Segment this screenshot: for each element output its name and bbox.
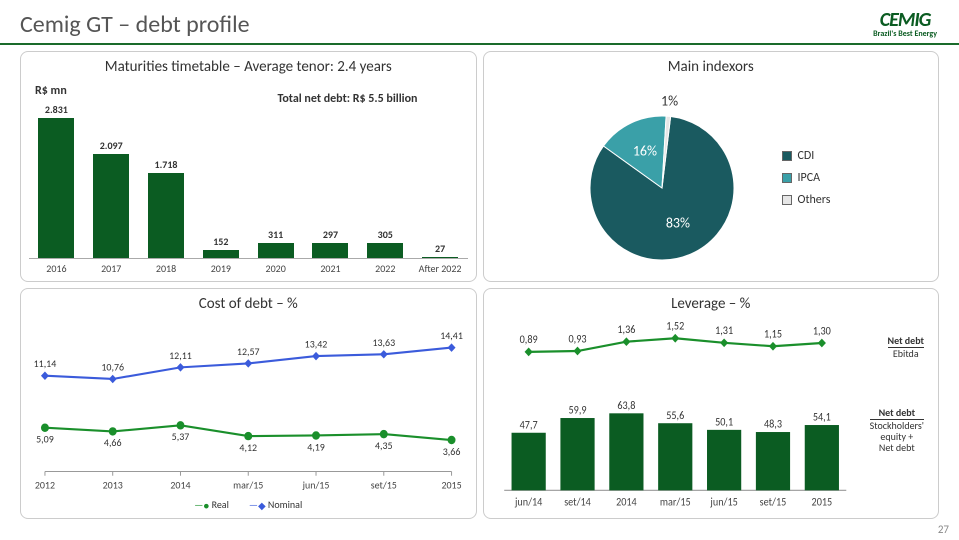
legend-item: IPCA [782,171,831,185]
leverage-ratio-top: Net debt Ebitda [888,335,924,359]
pie-chart: 83% 16% 1% CDI IPCA Others [492,80,931,275]
svg-text:5,09: 5,09 [36,432,54,445]
bar: 27 [413,242,468,258]
page-number: 27 [938,523,949,536]
legend-item: CDI [782,149,831,163]
leverage-panel: Leverage – % 47,7 jun/14 59,9 set/14 63,8 201… [483,288,940,519]
svg-text:set/15: set/15 [371,478,397,491]
bar: 305 [358,228,413,258]
svg-text:47,7: 47,7 [519,418,537,431]
svg-text:jun/14: jun/14 [514,495,543,508]
svg-text:13,63: 13,63 [372,336,395,349]
svg-text:10,76: 10,76 [101,360,124,373]
bar: 2.831 [29,103,84,258]
svg-text:54,1: 54,1 [812,410,830,423]
page-title: Cemig GT – debt profile [20,10,939,39]
bar: 2.097 [84,139,139,258]
svg-text:2012: 2012 [35,478,55,491]
svg-text:3,66: 3,66 [443,445,461,458]
maturities-panel: Maturities timetable – Average tenor: 2.… [20,51,477,282]
leverage-title: Leverage – % [492,293,931,317]
svg-text:1,31: 1,31 [715,324,733,337]
svg-text:12,11: 12,11 [169,349,192,362]
svg-text:83%: 83% [665,214,689,231]
svg-text:48,3: 48,3 [763,417,781,430]
bar: 152 [193,235,248,258]
svg-text:1%: 1% [661,92,678,109]
cost-svg: 2012 2013 2014 mar/15 jun/15 set/15 2015 5,09 4,… [29,317,468,497]
bar: 311 [248,228,303,258]
svg-text:jun/15: jun/15 [302,478,330,491]
svg-text:4,35: 4,35 [375,439,393,452]
svg-text:2015: 2015 [811,495,832,508]
svg-text:2014: 2014 [170,478,191,491]
svg-text:59,9: 59,9 [568,403,586,416]
cost-panel: Cost of debt – % 2012 2013 2014 mar/15 jun/1… [20,288,477,519]
maturities-chart: R$ mn Total net debt: R$ 5.5 billion 2.8… [29,80,468,275]
indexors-panel: Main indexors 83% 16% 1% CDI IPCA Others [483,51,940,282]
panels-grid: Maturities timetable – Average tenor: 2.… [0,45,959,525]
svg-text:5,37: 5,37 [172,430,190,443]
header: Cemig GT – debt profile CEMIG Brazil's B… [0,0,959,45]
svg-text:4,66: 4,66 [104,436,122,449]
svg-text:mar/15: mar/15 [233,478,263,491]
svg-text:1,15: 1,15 [763,327,781,340]
indexors-title: Main indexors [492,56,931,80]
logo: CEMIG Brazil's Best Energy [873,8,937,39]
svg-text:16%: 16% [632,142,656,159]
leverage-chart: 47,7 jun/14 59,9 set/14 63,8 2014 55,6 mar/15 50… [492,317,931,512]
svg-text:55,6: 55,6 [666,409,684,422]
svg-text:mar/15: mar/15 [659,495,690,508]
svg-text:2013: 2013 [103,478,123,491]
svg-text:4,19: 4,19 [307,440,325,453]
leverage-svg: 47,7 jun/14 59,9 set/14 63,8 2014 55,6 mar/15 50… [492,317,859,512]
cost-chart: 2012 2013 2014 mar/15 jun/15 set/15 2015 5,09 4,… [29,317,468,497]
legend-item: Others [782,193,831,207]
svg-text:2015: 2015 [441,478,461,491]
svg-text:set/15: set/15 [759,495,786,508]
svg-text:50,1: 50,1 [715,415,733,428]
cost-title: Cost of debt – % [29,293,468,317]
svg-text:0,89: 0,89 [519,333,537,346]
pie-legend: CDI IPCA Others [782,141,831,215]
svg-text:14,41: 14,41 [440,329,463,342]
leverage-ratio-bottom: Net debt Stockholders' equity + Net debt [870,407,924,453]
logo-sub: Brazil's Best Energy [873,29,937,39]
svg-text:12,57: 12,57 [237,345,260,358]
svg-text:4,12: 4,12 [239,441,257,454]
bar: 297 [303,228,358,258]
cost-legend: —● Real—◆ Nominal [29,498,468,512]
svg-text:13,42: 13,42 [305,337,328,350]
svg-text:11,14: 11,14 [34,357,57,370]
svg-text:2014: 2014 [616,495,637,508]
bar: 1.718 [139,158,194,258]
svg-text:jun/15: jun/15 [709,495,737,508]
svg-text:1,52: 1,52 [666,319,684,332]
svg-text:set/14: set/14 [564,495,591,508]
maturities-title: Maturities timetable – Average tenor: 2.… [29,56,468,80]
svg-text:63,8: 63,8 [617,399,635,412]
svg-text:0,93: 0,93 [568,332,586,345]
pie-svg: 83% 16% 1% [542,88,762,268]
svg-text:1,30: 1,30 [812,324,831,337]
svg-text:1,36: 1,36 [617,323,635,336]
